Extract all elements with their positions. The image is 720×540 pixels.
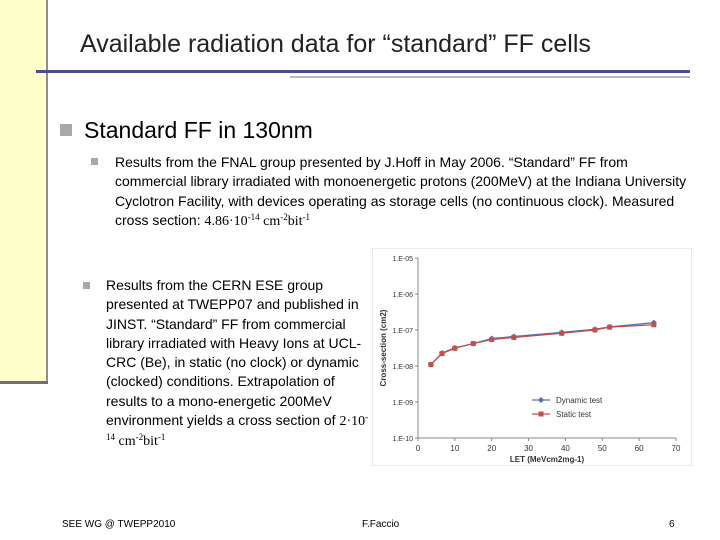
data-point-static: [428, 362, 434, 368]
bullet-fnal-text: Results from the FNAL group presented by…: [115, 154, 687, 228]
legend-label: Dynamic test: [556, 396, 603, 405]
title-underline: [36, 70, 690, 73]
data-point-static: [439, 351, 445, 357]
x-tick-label: 70: [672, 444, 681, 453]
bullet-cern-text: Results from the CERN ESE group presente…: [106, 277, 362, 429]
data-point-static: [470, 341, 476, 347]
bullet-cern-value: 2·10-14 cm-2bit-1: [106, 412, 369, 450]
footer-author: F.Faccio: [362, 519, 400, 530]
bullet-cern: Results from the CERN ESE group presente…: [106, 276, 371, 452]
y-tick-label: 1.E-08: [392, 364, 413, 371]
data-point-static: [452, 345, 458, 351]
level2-bullet-icon: [91, 158, 98, 165]
data-point-static: [651, 322, 657, 328]
bullet-fnal-value: 4.86·10-14 cm-2bit-1: [204, 211, 311, 229]
legend-label: Static test: [556, 410, 592, 419]
x-tick-label: 40: [561, 444, 570, 453]
bullet-fnal: Results from the FNAL group presented by…: [115, 153, 695, 231]
x-tick-label: 10: [450, 444, 459, 453]
legend-marker-icon: [538, 411, 544, 417]
x-tick-label: 50: [598, 444, 607, 453]
y-tick-label: 1.E-06: [392, 292, 413, 299]
slide-title: Available radiation data for “standard” …: [80, 30, 591, 58]
y-tick-label: 1.E-05: [392, 256, 413, 263]
data-point-static: [607, 324, 613, 330]
x-tick-label: 20: [487, 444, 496, 453]
y-tick-label: 1.E-07: [392, 328, 413, 335]
title-underline-secondary: [290, 76, 690, 78]
data-point-static: [489, 337, 495, 343]
level1-bullet-icon: [60, 124, 72, 136]
left-accent-foot: [0, 381, 48, 384]
cross-section-chart: 1.E-10 1.E-09 1.E-08 1.E-07 1.E-06 1.E-05 0 10 2…: [372, 248, 692, 466]
y-tick-label: 1.E-09: [392, 400, 413, 407]
x-tick-label: 30: [524, 444, 533, 453]
x-axis-label: LET (MeVcm2mg-1): [510, 455, 585, 464]
series-line-2: [430, 324, 654, 365]
y-tick-label: 1.E-10: [392, 436, 413, 443]
data-point-static: [559, 330, 565, 336]
footer-page-number: 6: [669, 519, 675, 530]
data-point-static: [511, 334, 517, 340]
x-tick-label: 0: [416, 444, 421, 453]
left-accent-rule: [46, 0, 48, 383]
chart-background: [372, 248, 692, 466]
footer-event: SEE WG @ TWEPP2010: [62, 519, 176, 530]
level2-bullet-icon: [83, 282, 90, 289]
data-point-static: [592, 327, 598, 333]
y-axis-label: Cross-section (cm2): [379, 309, 388, 386]
section-heading: Standard FF in 130nm: [84, 117, 313, 143]
legend-marker-icon: [538, 397, 544, 403]
x-tick-label: 60: [635, 444, 644, 453]
left-accent-band: [0, 0, 46, 383]
